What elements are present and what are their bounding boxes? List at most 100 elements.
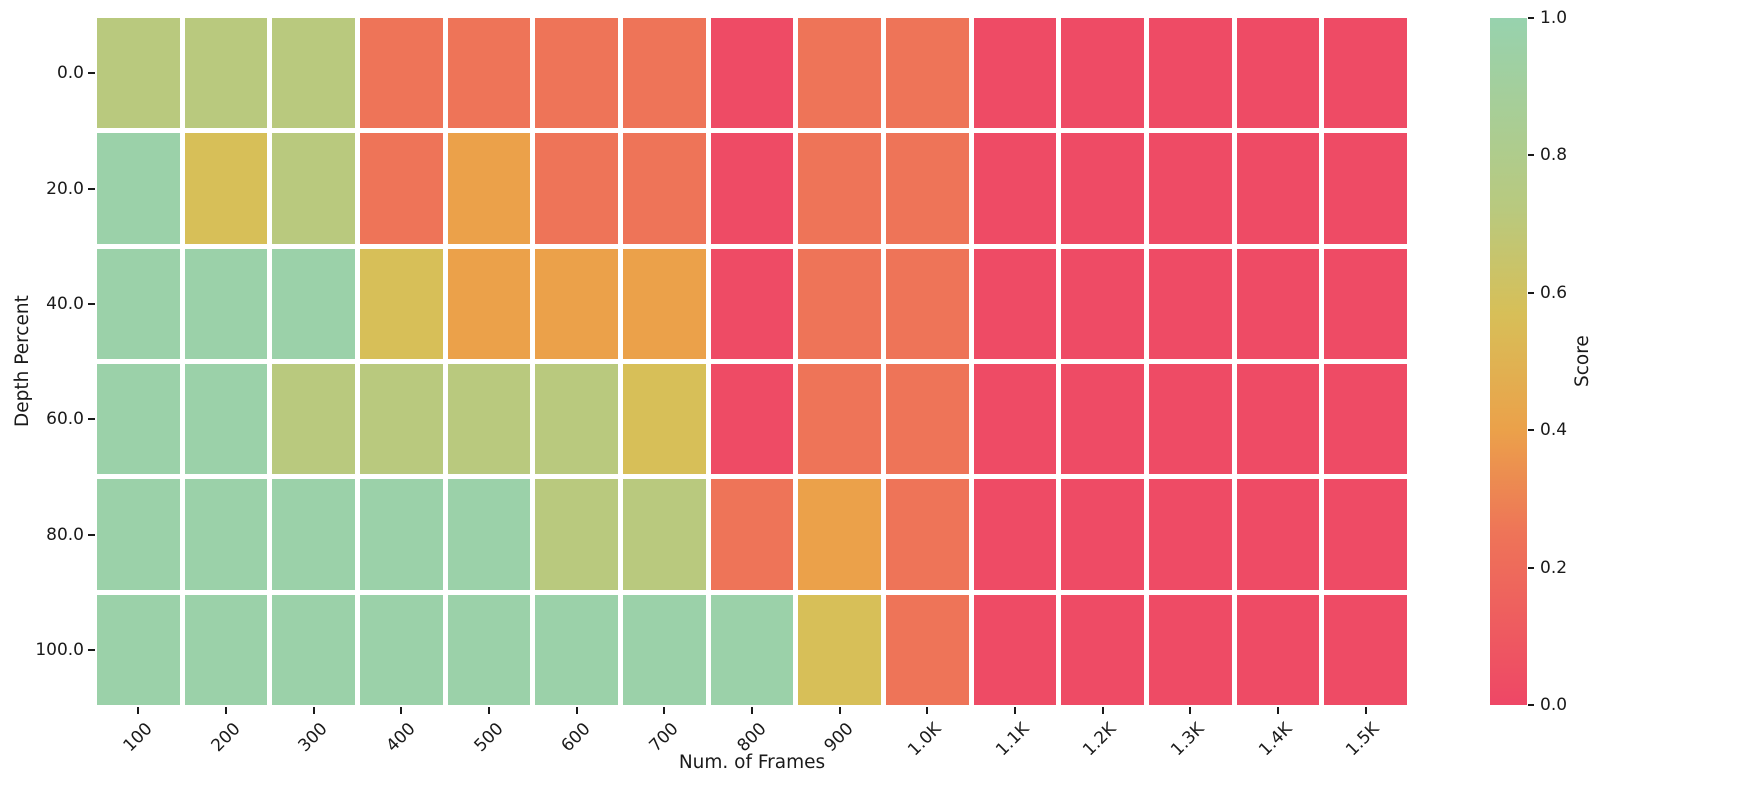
x-tick-mark	[838, 707, 841, 714]
heatmap-cell-r1-c3	[359, 133, 443, 244]
heatmap-cell-r1-c9	[885, 133, 969, 244]
heatmap-cell-r2-c8	[798, 248, 881, 359]
y-tick-mark	[88, 533, 95, 536]
heatmap-cell-r2-c11	[1061, 248, 1144, 359]
heatmap-cell-r1-c1	[184, 133, 268, 244]
x-tick-mark	[926, 707, 929, 714]
heatmap-cell-r1-c7	[710, 133, 794, 244]
heatmap-cell-r5-c5	[535, 594, 618, 705]
heatmap-cell-r0-c0	[97, 18, 180, 129]
heatmap-cell-r2-c6	[622, 248, 706, 359]
y-tick-mark	[88, 302, 95, 305]
heatmap-cell-r4-c0	[97, 479, 180, 590]
colorbar-tick-label: 0.4	[1540, 420, 1568, 441]
x-tick-mark	[1189, 707, 1192, 714]
heatmap-cell-r0-c12	[1148, 18, 1232, 129]
x-tick-label: 400	[382, 719, 420, 757]
heatmap-cell-r3-c3	[359, 364, 443, 475]
x-tick-mark	[400, 707, 403, 714]
heatmap-cell-r3-c12	[1148, 364, 1232, 475]
colorbar-tick-label: 1.0	[1540, 8, 1568, 28]
heatmap-cell-r3-c10	[973, 364, 1057, 475]
heatmap-cell-r5-c1	[184, 594, 268, 705]
heatmap-cell-r5-c12	[1148, 594, 1232, 705]
heatmap-cell-r0-c6	[622, 18, 706, 129]
y-tick-label: 60.0	[46, 409, 84, 430]
y-tick-label: 80.0	[46, 524, 84, 545]
y-tick-label: 0.0	[56, 63, 84, 84]
x-tick-mark	[312, 707, 315, 714]
colorbar-tick-mark	[1528, 704, 1534, 706]
x-axis-title: Num. of Frames	[678, 752, 826, 773]
x-tick-label: 500	[470, 719, 508, 757]
heatmap-cell-r5-c8	[798, 594, 881, 705]
x-tick-mark	[1101, 707, 1104, 714]
heatmap-cell-r4-c12	[1148, 479, 1232, 590]
colorbar-title: Score	[1572, 335, 1593, 388]
heatmap-cell-r5-c2	[272, 594, 355, 705]
heatmap-cell-r5-c6	[622, 594, 706, 705]
heatmap-cell-r1-c14	[1324, 133, 1407, 244]
heatmap-cell-r1-c2	[272, 133, 355, 244]
heatmap-cell-r1-c6	[622, 133, 706, 244]
heatmap-cell-r3-c8	[798, 364, 881, 475]
heatmap-cell-r4-c14	[1324, 479, 1407, 590]
heatmap-cell-r0-c2	[272, 18, 355, 129]
heatmap-cell-r5-c3	[359, 594, 443, 705]
x-tick-mark	[137, 707, 140, 714]
heatmap-cell-r5-c13	[1236, 594, 1320, 705]
heatmap-cell-r0-c8	[798, 18, 881, 129]
heatmap-cell-r2-c13	[1236, 248, 1320, 359]
heatmap-cell-r5-c14	[1324, 594, 1407, 705]
heatmap-cell-r0-c13	[1236, 18, 1320, 129]
x-tick-mark	[575, 707, 578, 714]
colorbar-tick-label: 0.8	[1540, 145, 1568, 166]
x-tick-mark	[751, 707, 753, 714]
heatmap-cell-r3-c0	[97, 364, 180, 475]
heatmap-cell-r4-c11	[1061, 479, 1144, 590]
heatmap-cell-r4-c10	[973, 479, 1057, 590]
heatmap-cell-r5-c0	[97, 594, 180, 705]
heatmap-cell-r0-c11	[1061, 18, 1144, 129]
heatmap-cell-r1-c13	[1236, 133, 1320, 244]
heatmap-cell-r0-c1	[184, 18, 268, 129]
heatmap-cell-r4-c2	[272, 479, 355, 590]
x-tick-mark	[1014, 707, 1016, 714]
heatmap-cell-r2-c4	[447, 248, 531, 359]
heatmap-cell-r1-c10	[973, 133, 1057, 244]
heatmap-cell-r3-c5	[535, 364, 618, 475]
colorbar-tick-label: 0.6	[1540, 282, 1568, 303]
x-tick-label: 100	[119, 719, 157, 757]
heatmap-cell-r5-c9	[885, 594, 969, 705]
x-tick-label: 300	[294, 719, 332, 757]
heatmap-cell-r3-c6	[622, 364, 706, 475]
x-tick-label: 700	[645, 719, 683, 757]
colorbar-tick-label: 0.0	[1540, 695, 1568, 715]
heatmap-cell-r4-c13	[1236, 479, 1320, 590]
y-tick-mark	[88, 418, 95, 421]
heatmap-cell-r3-c1	[184, 364, 268, 475]
heatmap-cell-r0-c7	[710, 18, 794, 129]
heatmap-cell-r4-c3	[359, 479, 443, 590]
y-tick-label: 40.0	[46, 293, 84, 314]
heatmap-cell-r2-c9	[885, 248, 969, 359]
heatmap-cell-r4-c7	[710, 479, 794, 590]
heatmap-cell-r2-c0	[97, 248, 180, 359]
x-tick-mark	[663, 707, 666, 714]
heatmap-cell-r5-c10	[973, 594, 1057, 705]
heatmap-cell-r0-c3	[359, 18, 443, 129]
heatmap-cell-r1-c4	[447, 133, 531, 244]
heatmap-cell-r1-c12	[1148, 133, 1232, 244]
x-tick-label: 900	[820, 719, 858, 757]
colorbar-tick-mark	[1528, 17, 1534, 19]
heatmap-cell-r0-c14	[1324, 18, 1407, 129]
x-tick-label: 200	[207, 719, 245, 757]
heatmap-cell-r1-c5	[535, 133, 618, 244]
x-tick-mark	[1364, 707, 1367, 714]
y-axis-title: Depth Percent	[12, 295, 33, 428]
colorbar-tick-mark	[1528, 429, 1534, 432]
heatmap-grid	[97, 18, 1407, 705]
colorbar-tick-mark	[1528, 291, 1534, 294]
y-tick-label: 20.0	[46, 178, 84, 199]
heatmap-cell-r4-c1	[184, 479, 268, 590]
